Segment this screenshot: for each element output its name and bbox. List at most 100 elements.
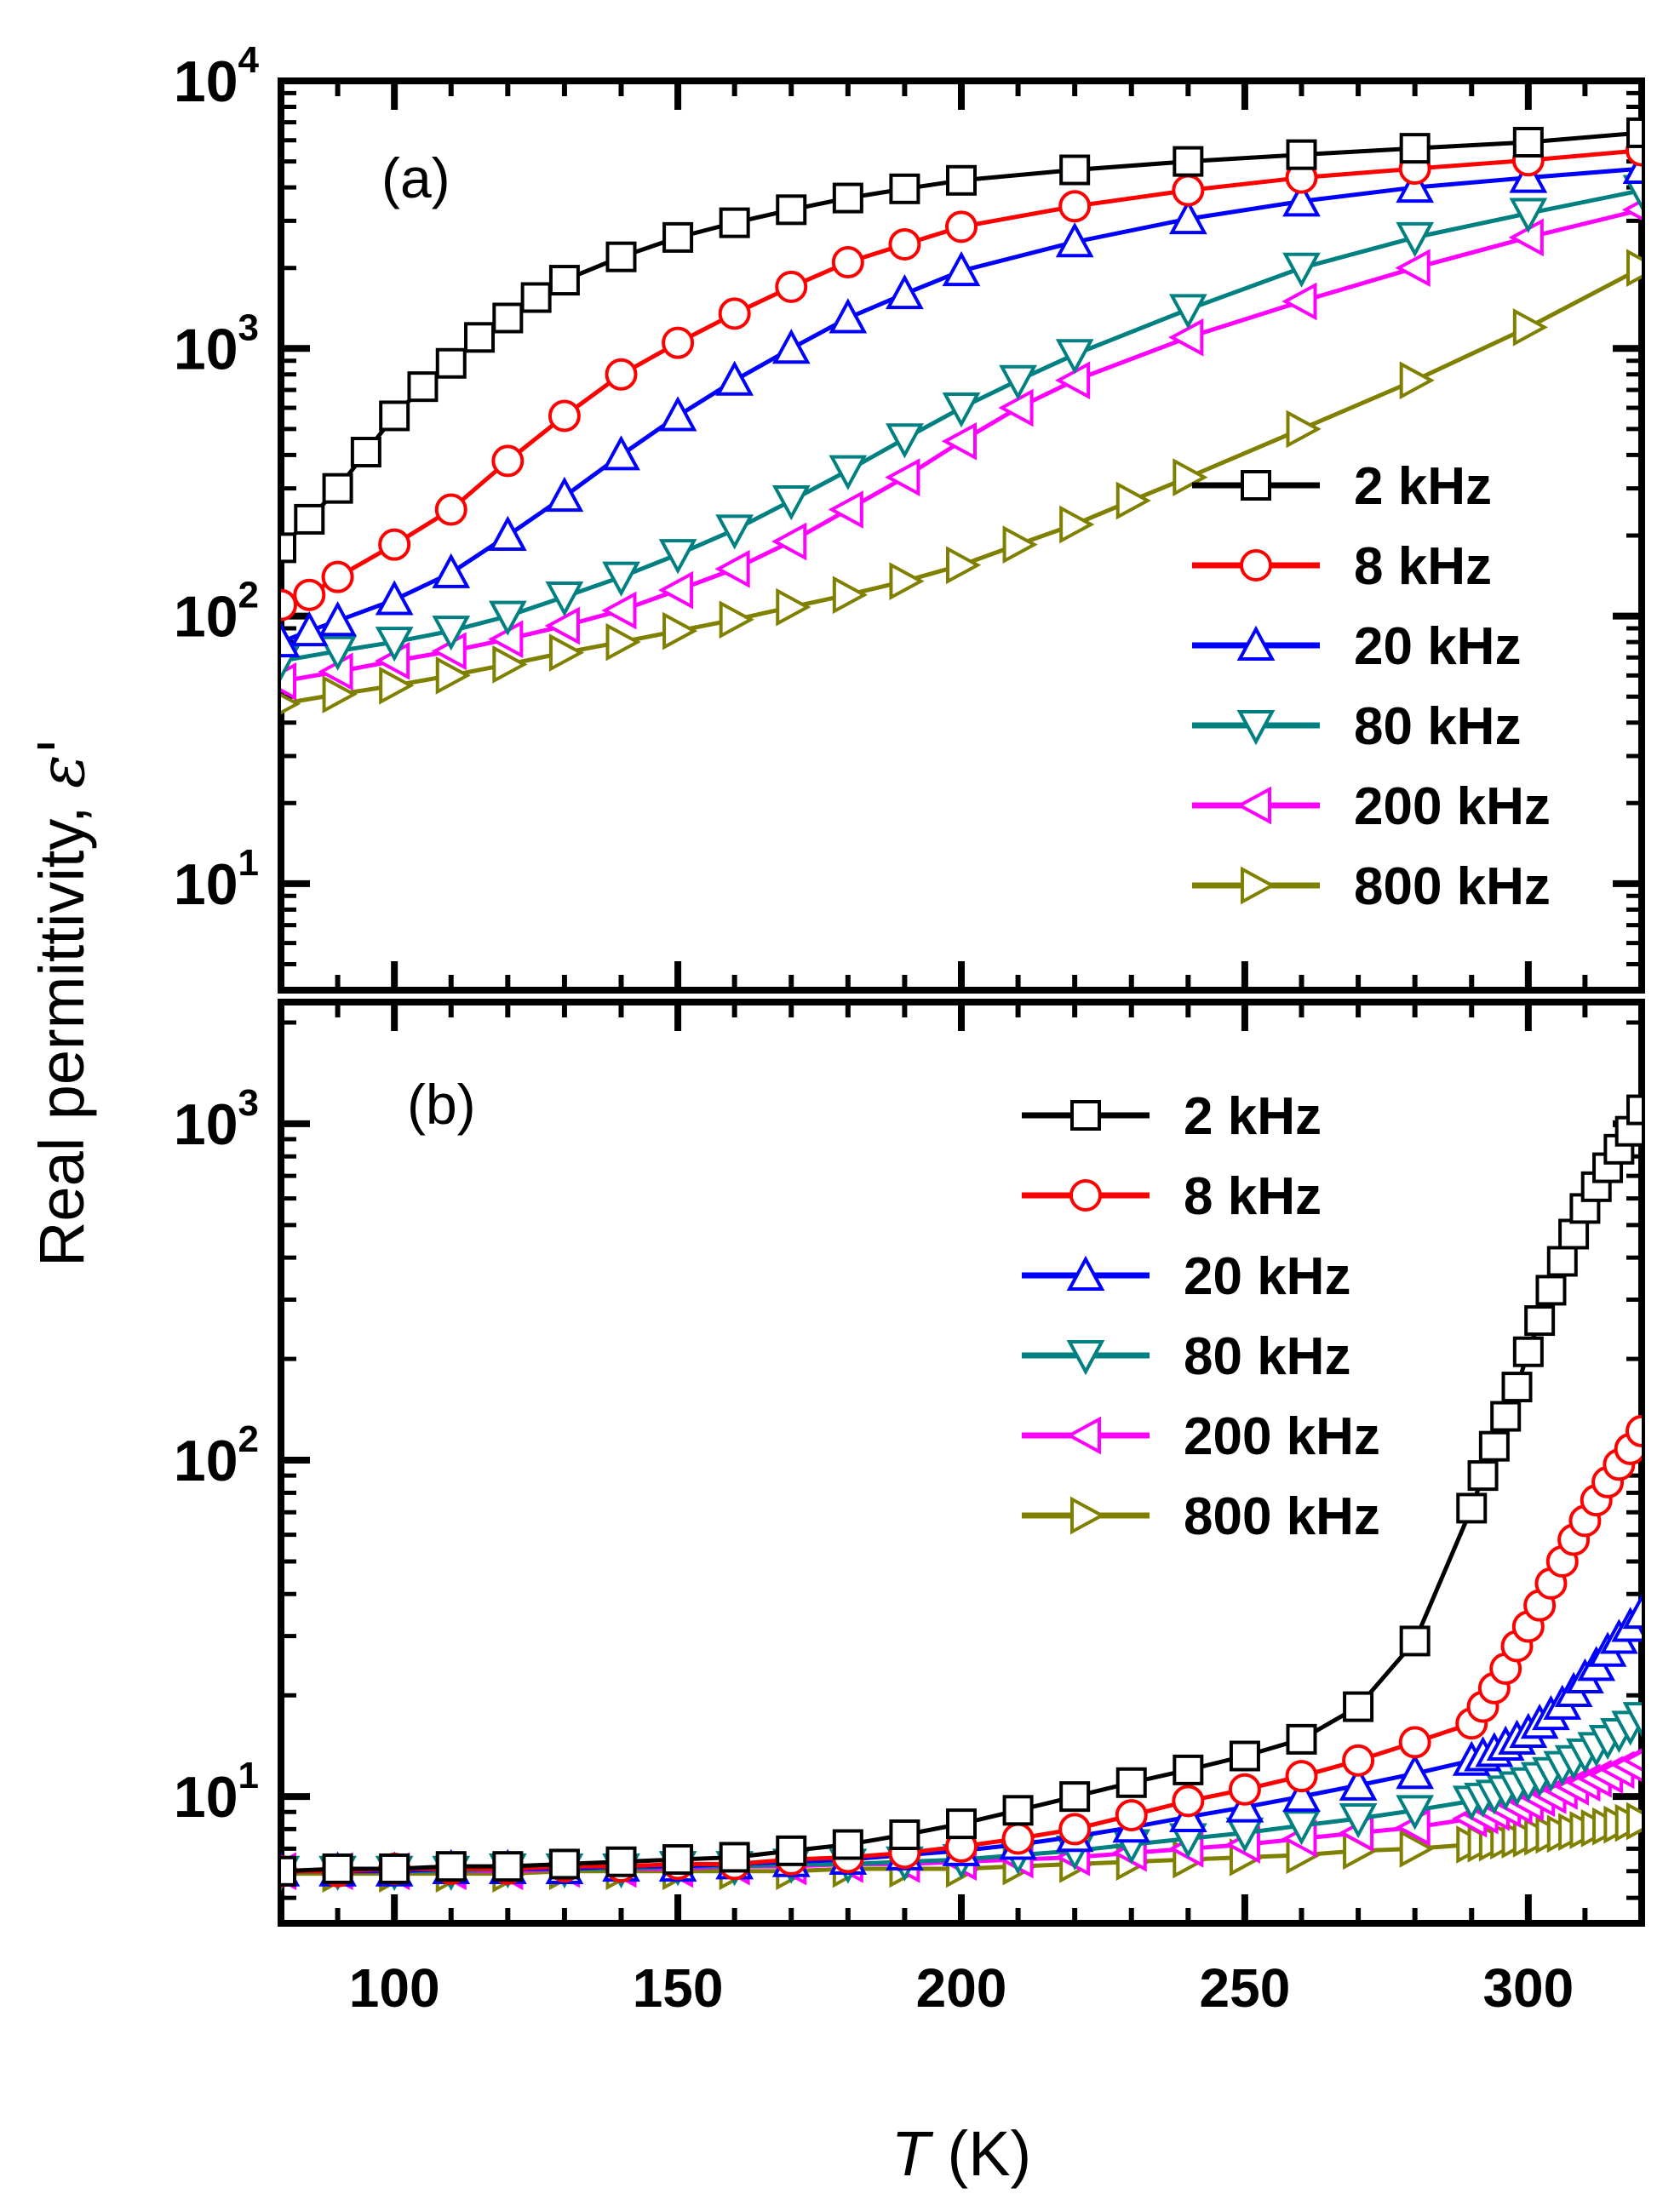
data-point — [350, 437, 381, 468]
y-tick-label: 102 — [174, 1418, 259, 1493]
legend-marker — [1241, 470, 1271, 501]
data-point — [1002, 525, 1038, 564]
legend-label: 200 kHz — [1184, 1407, 1380, 1466]
data-point — [1342, 1744, 1375, 1777]
x-tick-label: 300 — [1482, 1957, 1574, 2019]
data-point — [281, 1855, 296, 1887]
data-point — [657, 570, 694, 610]
data-point — [1115, 481, 1151, 520]
legend-marker — [1236, 625, 1276, 661]
data-point — [1490, 1401, 1522, 1432]
y-tick-label: 104 — [174, 39, 260, 114]
data-point — [407, 371, 439, 403]
data-point — [434, 493, 467, 526]
x-tick-label: 100 — [349, 1957, 440, 2019]
data-point — [281, 532, 296, 564]
data-point — [1622, 1702, 1642, 1738]
data-point — [1285, 1760, 1318, 1793]
data-point — [771, 485, 811, 521]
data-point — [1535, 1275, 1567, 1306]
data-point — [1622, 1593, 1642, 1630]
legend-label: 800 kHz — [1354, 857, 1551, 916]
data-point — [662, 1844, 694, 1876]
data-point — [1173, 1754, 1204, 1785]
x-tick-label: 150 — [633, 1957, 724, 2019]
data-point — [290, 610, 329, 647]
data-point — [889, 1819, 920, 1850]
panel-a-ticks: 101 102 103 104 — [174, 39, 1644, 993]
data-point — [1339, 1803, 1378, 1839]
data-point — [776, 194, 807, 226]
data-point — [1225, 1787, 1264, 1823]
data-point — [1524, 1305, 1556, 1337]
legend-label: 80 kHz — [1354, 697, 1521, 756]
data-point — [322, 473, 353, 504]
legend-marker — [1066, 1255, 1105, 1291]
data-point — [491, 444, 525, 478]
data-point — [1286, 139, 1317, 170]
data-point — [662, 611, 698, 650]
data-point — [828, 490, 863, 529]
data-point — [719, 600, 754, 639]
data-point — [1058, 190, 1092, 223]
data-point — [945, 210, 978, 243]
data-point — [886, 273, 924, 310]
data-point — [1282, 1776, 1321, 1813]
data-point — [322, 675, 358, 713]
legend-marker — [1241, 866, 1276, 905]
data-point — [1512, 308, 1549, 347]
panel-b-label: (b) — [407, 1073, 476, 1136]
series-line — [281, 166, 1642, 645]
legend-marker — [1240, 549, 1272, 582]
data-point — [1055, 222, 1094, 258]
data-point — [318, 635, 357, 671]
data-point — [488, 600, 527, 636]
y-tick-label: 102 — [174, 575, 259, 650]
data-point — [1002, 1795, 1034, 1826]
data-point — [1173, 146, 1204, 177]
data-point — [715, 514, 754, 550]
data-point — [1467, 1460, 1499, 1492]
x-tick-label: 250 — [1200, 1957, 1291, 2019]
data-point — [829, 298, 868, 334]
data-point — [1396, 1795, 1435, 1830]
legend-marker — [1236, 710, 1276, 746]
data-point — [1115, 1767, 1147, 1798]
data-point — [1626, 249, 1642, 288]
legend-marker — [1070, 1100, 1101, 1131]
x-tick-label: 200 — [916, 1957, 1007, 2019]
data-point — [1173, 458, 1208, 497]
panel-a-label: (a) — [381, 146, 450, 209]
data-point — [1512, 127, 1544, 158]
legend-marker — [1065, 1416, 1101, 1455]
data-point — [601, 591, 637, 630]
data-point — [1626, 1802, 1642, 1841]
data-point — [375, 580, 414, 616]
panel-a-series — [281, 117, 1642, 715]
data-point — [492, 302, 524, 334]
data-point — [1055, 339, 1094, 375]
data-point — [1168, 294, 1207, 329]
data-point — [946, 546, 982, 585]
data-point — [1168, 318, 1204, 357]
data-point — [435, 1851, 467, 1882]
data-point — [375, 627, 414, 662]
data-point — [1621, 1750, 1642, 1772]
legend-label: 20 kHz — [1354, 617, 1521, 676]
data-point — [293, 578, 326, 611]
data-point — [1054, 361, 1091, 400]
data-point — [885, 458, 920, 497]
data-point — [1546, 1246, 1578, 1277]
data-point — [1626, 117, 1642, 148]
legend-label: 2 kHz — [1184, 1087, 1322, 1146]
data-point — [281, 693, 301, 715]
legend-marker — [1236, 786, 1271, 825]
legend-label: 800 kHz — [1184, 1487, 1380, 1546]
data-point — [946, 164, 977, 196]
data-point — [719, 207, 750, 238]
data-point — [294, 503, 325, 535]
data-point — [1115, 1799, 1148, 1832]
data-point — [1399, 1829, 1435, 1868]
y-tick-label: 101 — [174, 1755, 259, 1830]
